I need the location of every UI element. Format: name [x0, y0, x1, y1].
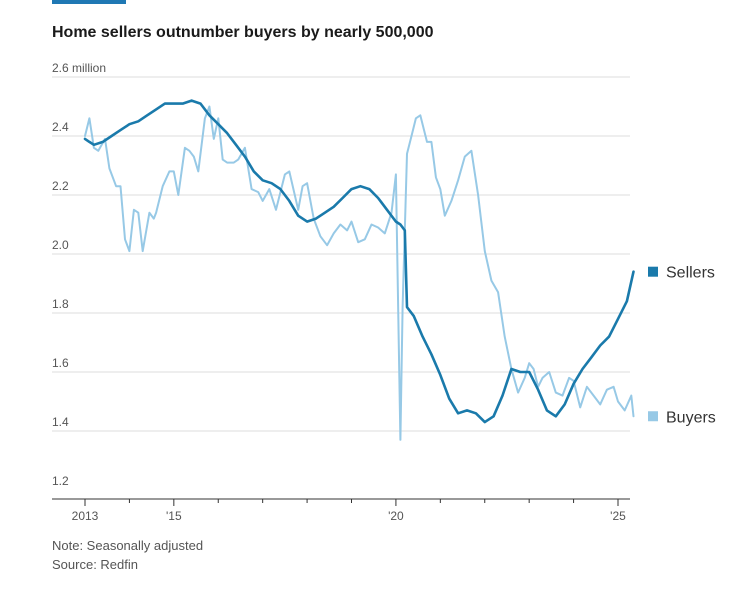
- gridlines: [52, 76, 630, 432]
- legend-swatch-buyers: [648, 411, 658, 422]
- note-text: Note: Seasonally adjusted: [52, 538, 204, 553]
- source-text: Source: Redfin: [52, 557, 138, 572]
- series-lines: [83, 99, 635, 441]
- x-tick-label: '20: [388, 509, 404, 523]
- y-axis-labels: 2.6 million 2.4 2.2 2.0 1.8 1.6 1.4 1.2: [52, 61, 106, 488]
- y-tick-label: 1.6: [52, 356, 69, 370]
- line-chart: 2.6 million 2.4 2.2 2.0 1.8 1.6 1.4 1.2 2013 '15…: [52, 61, 716, 523]
- legend: Sellers Buyers: [648, 265, 716, 426]
- y-tick-label: 2.0: [52, 238, 69, 252]
- top-accent-rule: [52, 0, 126, 4]
- legend-swatch-sellers: [648, 266, 658, 277]
- series-line-sellers: [83, 99, 635, 424]
- x-tick-label: '25: [610, 509, 626, 523]
- series-line-buyers: [84, 105, 635, 441]
- legend-label-sellers: Sellers: [666, 265, 715, 282]
- chart-title: Home sellers outnumber buyers by nearly …: [52, 24, 434, 41]
- legend-label-buyers: Buyers: [666, 409, 716, 426]
- x-tick-label: 2013: [72, 509, 99, 523]
- y-tick-label: 1.2: [52, 474, 69, 488]
- y-tick-label: 1.8: [52, 297, 69, 311]
- y-tick-label: 2.4: [52, 120, 69, 134]
- y-tick-label: 1.4: [52, 415, 69, 429]
- x-tick-label: '15: [166, 509, 182, 523]
- y-tick-label: 2.2: [52, 179, 69, 193]
- y-tick-label: 2.6 million: [52, 61, 106, 75]
- x-axis: 2013 '15 '20 '25: [52, 498, 630, 523]
